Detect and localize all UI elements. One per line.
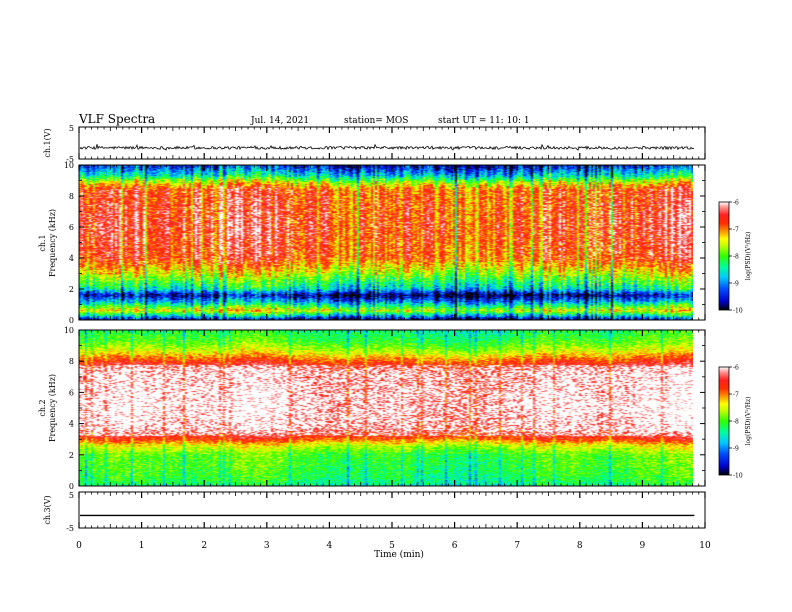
x-tick-label-2: 2 — [201, 541, 207, 551]
freq-tick-label-8: 8 — [69, 192, 74, 201]
freq-tick-label-2: 2 — [69, 285, 74, 294]
colorbar-tick-label--7: -7 — [733, 392, 739, 399]
ch2-spec-ylabel-frequency: Frequency (kHz) — [48, 374, 57, 442]
ch1-waveform-trace — [79, 143, 695, 151]
x-tick-label-4: 4 — [327, 541, 333, 551]
x-tick-label-7: 7 — [514, 541, 520, 551]
ch2-colorbar-label: log(PSD)(V²/Hz) — [745, 397, 752, 446]
ch2-spec-ylabel-channel: ch.2 — [38, 399, 47, 416]
ch2-spectrogram-image — [79, 330, 693, 486]
freq-tick-label-8: 8 — [69, 357, 74, 366]
freq-tick-label-10: 10 — [64, 326, 74, 335]
colorbar-tick-label--8: -8 — [733, 419, 739, 426]
ch1-spec-ylabel-frequency: Frequency (kHz) — [48, 209, 57, 277]
ch1-spectrogram-image — [79, 165, 693, 320]
ch3-waveform-ticks — [78, 492, 706, 528]
freq-tick-label-6: 6 — [69, 388, 74, 397]
x-tick-label-3: 3 — [264, 541, 270, 551]
ch1-colorbar: -6 -7 -8 -9 -10 log(PSD)(V²/Hz) — [718, 200, 752, 315]
x-axis-tick-labels: 0 1 2 3 4 5 6 7 8 9 10 — [76, 541, 711, 551]
ch2-colorbar: -6 -7 -8 -9 -10 log(PSD)(V²/Hz) — [718, 365, 752, 480]
freq-tick-label-2: 2 — [69, 451, 74, 460]
freq-tick-label-4: 4 — [69, 420, 74, 429]
ch1-colorbar-label: log(PSD)(V²/Hz) — [745, 232, 752, 281]
freq-tick-label-0: 0 — [69, 482, 74, 491]
ch1-waveform-ticks — [78, 127, 706, 159]
colorbar-tick-label--8: -8 — [733, 254, 739, 261]
date-label: Jul. 14, 2021 — [250, 116, 309, 126]
colorbar-tick-label--10: -10 — [733, 473, 743, 480]
station-label: station= MOS — [344, 116, 408, 126]
freq-tick-label-4: 4 — [69, 254, 74, 263]
ch2-colorbar-ticks: -6 -7 -8 -9 -10 — [729, 365, 743, 480]
x-tick-label-8: 8 — [577, 541, 583, 551]
x-tick-label-0: 0 — [76, 541, 82, 551]
ch1-ytick-bottom: -5 — [66, 155, 74, 164]
ch1-colorbar-ticks: -6 -7 -8 -9 -10 — [729, 200, 743, 315]
colorbar-tick-label--10: -10 — [733, 308, 743, 315]
colorbar-tick-label--6: -6 — [733, 365, 739, 372]
colorbar-tick-label--6: -6 — [733, 200, 739, 207]
start-time-label: start UT = 11: 10: 1 — [438, 116, 530, 126]
x-axis-label: Time (min) — [374, 549, 424, 560]
ch2-spectrogram-yticks: 10 8 6 4 2 0 — [64, 326, 705, 491]
ch3-waveform-panel: 5 -5 ch.3(V) — [43, 491, 706, 533]
ch3-ytick-top: 5 — [69, 491, 74, 500]
ch2-colorbar-gradient — [718, 366, 730, 476]
x-tick-label-9: 9 — [640, 541, 646, 551]
ch2-spectrogram-panel: 10 8 6 4 2 0 ch.2 Frequency (kHz) — [38, 326, 706, 491]
ch1-spectrogram-xticks — [78, 165, 706, 320]
ch1-waveform-panel: 5 -5 ch.1(V) — [43, 124, 706, 164]
ch1-colorbar-gradient — [718, 201, 730, 311]
ch1-spec-ylabel-channel: ch.1 — [38, 234, 47, 251]
ch2-spectrogram-xticks — [78, 330, 706, 486]
ch1-spectrogram-panel: 10 8 6 4 2 0 ch.1 Frequency (kHz) — [38, 161, 706, 325]
ch3-ylabel: ch.3(V) — [43, 495, 52, 524]
x-tick-label-10: 10 — [699, 541, 711, 551]
ch1-ytick-top: 5 — [69, 124, 74, 133]
ch3-ytick-bottom: -5 — [66, 524, 74, 533]
ch1-ylabel: ch.1(V) — [43, 128, 52, 157]
freq-tick-label-0: 0 — [69, 316, 74, 325]
ch1-spectrogram-yticks: 10 8 6 4 2 0 — [64, 161, 705, 325]
colorbar-tick-label--9: -9 — [733, 281, 739, 288]
figure-title: VLF Spectra — [78, 112, 155, 126]
x-tick-label-5: 5 — [389, 541, 395, 551]
freq-tick-label-10: 10 — [64, 161, 74, 170]
x-tick-label-6: 6 — [452, 541, 458, 551]
colorbar-tick-label--9: -9 — [733, 446, 739, 453]
x-tick-label-1: 1 — [139, 541, 145, 551]
freq-tick-label-6: 6 — [69, 223, 74, 232]
colorbar-tick-label--7: -7 — [733, 227, 739, 234]
